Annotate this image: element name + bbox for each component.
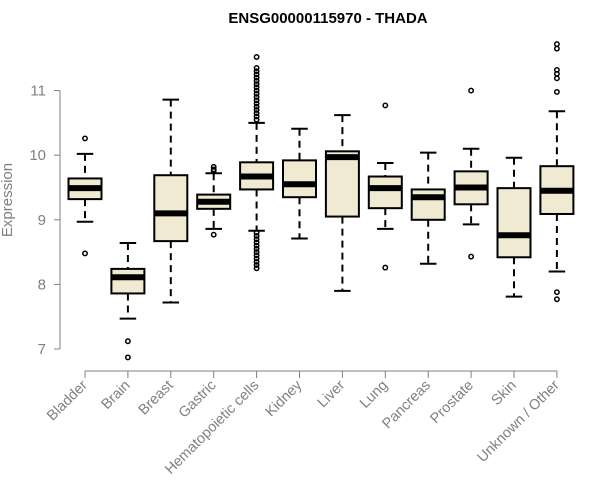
outlier-point [253, 54, 260, 60]
outlier-point [253, 90, 260, 97]
outlier-point [253, 252, 260, 259]
outlier-point [253, 116, 260, 123]
outlier-point [553, 41, 560, 48]
outlier-point [82, 250, 88, 257]
box-skin [496, 156, 532, 298]
x-tick-label-skin: Skin [489, 378, 520, 409]
outlier-point [253, 239, 260, 246]
outlier-point [253, 94, 260, 101]
box-iqr [110, 267, 146, 295]
outlier-point [553, 75, 560, 82]
outlier-point [253, 100, 260, 107]
x-tick-label-kidney: Kidney [263, 377, 306, 420]
outlier-point [253, 255, 260, 262]
box-kidney [282, 127, 317, 240]
chart-title: ENSG00000115970 - THADA [228, 10, 427, 27]
box-iqr [324, 150, 360, 218]
x-tick-label-brain: Brain [98, 378, 133, 413]
outlier-point [253, 84, 260, 91]
outlier-point [253, 103, 260, 110]
outlier-point [468, 253, 475, 260]
box-iqr [410, 188, 446, 221]
outlier-point [382, 264, 389, 271]
y-tick-label: 9 [38, 212, 46, 229]
box-iqr [496, 187, 532, 259]
outlier-point [210, 231, 217, 238]
outlier-point [253, 65, 260, 71]
y-tick-label: 8 [38, 276, 46, 293]
y-tick-label: 11 [30, 83, 46, 100]
outlier-point [253, 265, 260, 272]
box-breast [153, 98, 189, 304]
box-brain [110, 242, 146, 361]
outlier-point [253, 258, 260, 265]
x-tick-label-breast: Breast [136, 378, 177, 419]
outlier-point [253, 262, 260, 268]
y-tick-label: 7 [38, 341, 46, 358]
outlier-point [253, 236, 260, 243]
box-bladder [67, 135, 103, 257]
x-tick-label-liver: Liver [315, 377, 349, 411]
outlier-point [253, 97, 260, 104]
outlier-point [253, 81, 260, 88]
outlier-point [253, 77, 260, 84]
outlier-point [124, 338, 131, 345]
box-liver [324, 114, 360, 292]
outlier-point [253, 110, 260, 117]
outlier-point [468, 87, 475, 94]
outlier-point [382, 102, 389, 109]
outlier-point [553, 88, 560, 95]
outlier-point [253, 113, 260, 120]
box-prostate [453, 87, 489, 260]
outlier-point [553, 289, 560, 296]
x-tick-label-prostate: Prostate [427, 378, 476, 427]
x-tick-label-lung: Lung [357, 378, 391, 412]
outlier-point [253, 71, 260, 78]
outlier-point [253, 242, 260, 249]
outlier-point [553, 296, 560, 303]
outlier-point [82, 135, 88, 142]
outlier-point [253, 68, 260, 75]
boxes-group [67, 41, 575, 361]
outlier-point [253, 87, 260, 94]
x-tick-label-unknown-other: Unknown / Other [474, 377, 562, 465]
box-iqr [282, 159, 317, 199]
box-hematopoietic-cells [239, 54, 275, 272]
outlier-point [253, 233, 260, 239]
y-axis-label: Expression [0, 163, 16, 237]
outlier-point [553, 70, 560, 77]
box-unknown-other [539, 41, 575, 303]
outlier-point [253, 107, 260, 113]
outlier-point [253, 249, 260, 256]
box-iqr [153, 174, 189, 243]
outlier-point [253, 74, 260, 81]
x-tick-label-bladder: Bladder [44, 377, 91, 424]
outlier-point [124, 354, 131, 361]
box-iqr [367, 175, 403, 210]
outlier-point [253, 245, 260, 252]
y-tick-label: 10 [29, 147, 46, 164]
outlier-point [210, 167, 217, 174]
outlier-point [253, 229, 260, 236]
box-gastric [196, 163, 232, 238]
box-pancreas [410, 151, 446, 265]
outlier-point [553, 45, 560, 52]
box-lung [367, 102, 403, 271]
